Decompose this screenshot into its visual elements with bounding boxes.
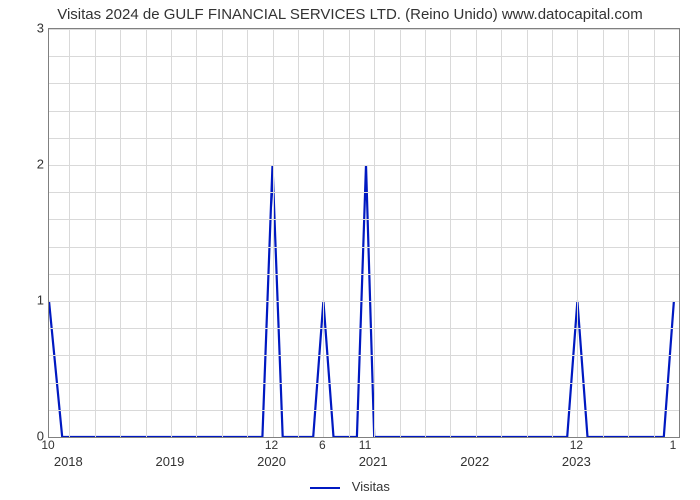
grid-v-minor <box>527 29 528 437</box>
grid-h-minor <box>49 219 679 220</box>
grid-h-minor <box>49 355 679 356</box>
grid-h-minor <box>49 328 679 329</box>
x-tick-label: 2018 <box>54 454 83 469</box>
grid-v-minor <box>400 29 401 437</box>
y-tick-label: 2 <box>4 157 44 172</box>
chart-container: Visitas 2024 de GULF FINANCIAL SERVICES … <box>0 0 700 500</box>
grid-v-minor <box>654 29 655 437</box>
grid-v <box>577 29 578 437</box>
grid-v-minor <box>222 29 223 437</box>
grid-h-minor <box>49 410 679 411</box>
data-label: 6 <box>319 438 326 452</box>
grid-h-minor <box>49 83 679 84</box>
grid-h <box>49 29 679 30</box>
grid-v-minor <box>552 29 553 437</box>
grid-h-minor <box>49 138 679 139</box>
grid-v <box>171 29 172 437</box>
grid-v-minor <box>349 29 350 437</box>
grid-h-minor <box>49 274 679 275</box>
x-tick-label: 2022 <box>460 454 489 469</box>
grid-h-minor <box>49 247 679 248</box>
y-tick-label: 3 <box>4 21 44 36</box>
data-label: 10 <box>41 438 54 452</box>
grid-v <box>476 29 477 437</box>
grid-v-minor <box>450 29 451 437</box>
grid-v-minor <box>95 29 96 437</box>
grid-v <box>374 29 375 437</box>
grid-h <box>49 165 679 166</box>
grid-v-minor <box>501 29 502 437</box>
x-tick-label: 2021 <box>359 454 388 469</box>
grid-v-minor <box>146 29 147 437</box>
grid-v <box>273 29 274 437</box>
x-tick-label: 2020 <box>257 454 286 469</box>
grid-h-minor <box>49 111 679 112</box>
x-tick-label: 2019 <box>155 454 184 469</box>
grid-v-minor <box>603 29 604 437</box>
legend: Visitas <box>0 479 700 494</box>
grid-v-minor <box>628 29 629 437</box>
line-series <box>49 29 679 437</box>
grid-h-minor <box>49 192 679 193</box>
y-tick-label: 1 <box>4 293 44 308</box>
legend-label: Visitas <box>352 479 390 494</box>
data-label: 1 <box>670 438 677 452</box>
legend-swatch <box>310 487 340 489</box>
grid-h-minor <box>49 56 679 57</box>
plot-area <box>48 28 680 438</box>
grid-v-minor <box>196 29 197 437</box>
grid-h <box>49 301 679 302</box>
y-tick-label: 0 <box>4 429 44 444</box>
grid-v-minor <box>247 29 248 437</box>
x-tick-label: 2023 <box>562 454 591 469</box>
data-label: 11 <box>359 438 371 452</box>
grid-v-minor <box>298 29 299 437</box>
grid-v <box>69 29 70 437</box>
grid-v-minor <box>425 29 426 437</box>
chart-title: Visitas 2024 de GULF FINANCIAL SERVICES … <box>0 6 700 23</box>
grid-v-minor <box>323 29 324 437</box>
data-label: 12 <box>570 438 583 452</box>
data-label: 12 <box>265 438 278 452</box>
grid-h-minor <box>49 383 679 384</box>
grid-v-minor <box>120 29 121 437</box>
